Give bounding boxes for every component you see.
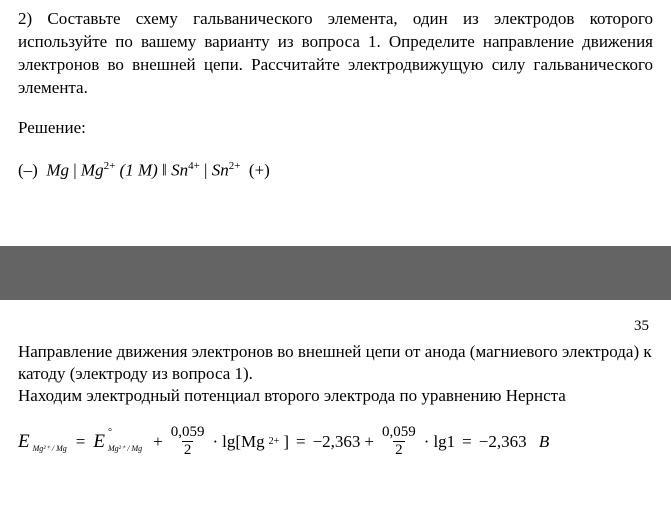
anode-concentration: (1 M) [120, 160, 158, 179]
salt-bridge: ‖ [162, 160, 167, 179]
anode-ion: Mg [81, 160, 104, 179]
solution-label: Решение: [18, 118, 653, 138]
explanation-direction: Направление движения электронов во внешн… [18, 341, 653, 385]
question-number: 2) [18, 9, 32, 28]
anode-metal: Mg [46, 160, 69, 179]
lg1: lg1 [433, 432, 455, 452]
problem-statement: 2) Составьте схему гальванического элеме… [18, 8, 653, 100]
nernst-equation: EMg²⁺ / Mg = E°Mg²⁺ / Mg + 0,059 2 · lg[… [18, 425, 653, 458]
cathode-sign: (+) [249, 160, 270, 179]
E0-symbol: E° [93, 431, 105, 453]
coef-fraction-1: 0,059 2 [169, 425, 207, 458]
coef-fraction-2: 0,059 2 [380, 425, 418, 458]
anode-sign: (–) [18, 160, 38, 179]
E-subscript: Mg²⁺ / Mg [33, 444, 67, 453]
cathode-charge-a: 4+ [188, 160, 200, 172]
upper-section: 2) Составьте схему гальванического элеме… [0, 0, 671, 180]
value-1: −2,363 [313, 432, 361, 452]
question-text: Составьте схему гальванического элемента… [18, 9, 653, 97]
cathode-ion-b: Sn [212, 160, 229, 179]
E-symbol: E [18, 431, 30, 453]
cathode-charge-b: 2+ [229, 160, 241, 172]
page-number: 35 [18, 318, 649, 335]
E0-subscript: Mg²⁺ / Mg [108, 444, 142, 453]
unit-volt: В [539, 432, 549, 452]
result-value: −2,363 [479, 432, 527, 452]
lg-term: lg[Mg [222, 432, 265, 452]
page-separator [0, 246, 671, 300]
anode-ion-charge: 2+ [104, 160, 116, 172]
cathode-ion-a: Sn [171, 160, 188, 179]
page: 2) Составьте схему гальванического элеме… [0, 0, 671, 530]
galvanic-cell-notation: (–) Mg | Mg2+ (1 M) ‖ Sn4+ | Sn2+ (+) [18, 160, 653, 181]
lower-section: 35 Направление движения электронов во вн… [0, 300, 671, 458]
explanation-nernst: Находим электродный потенциал второго эл… [18, 385, 653, 407]
